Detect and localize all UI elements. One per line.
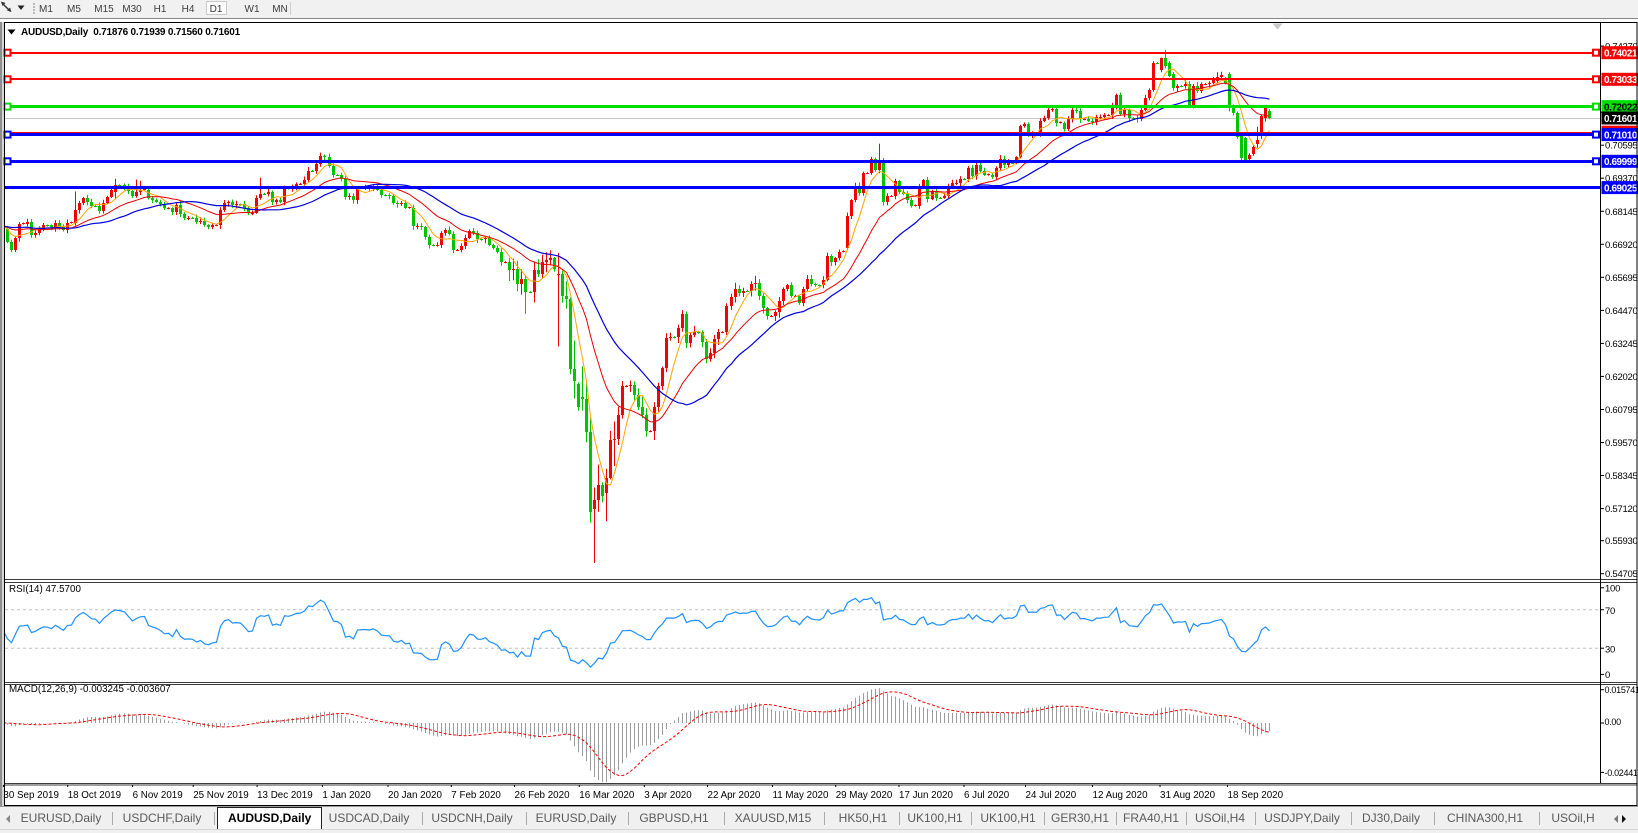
svg-text:AUDUSD,Daily 0.71876 0.71939: AUDUSD,Daily 0.71876 0.71939 0.71560 0.7…: [21, 27, 241, 38]
svg-text:3 Apr 2020: 3 Apr 2020: [644, 790, 692, 801]
svg-text:-0.024412: -0.024412: [1605, 768, 1638, 778]
svg-text:7 Feb 2020: 7 Feb 2020: [451, 790, 501, 801]
svg-text:22 Apr 2020: 22 Apr 2020: [708, 790, 761, 801]
svg-text:16 Mar 2020: 16 Mar 2020: [579, 790, 635, 801]
svg-text:0.69999: 0.69999: [1604, 157, 1638, 168]
svg-text:0.65695: 0.65695: [1605, 273, 1638, 284]
svg-text:0.58345: 0.58345: [1605, 471, 1638, 482]
svg-text:0.55930: 0.55930: [1605, 536, 1638, 547]
svg-text:1 Jan 2020: 1 Jan 2020: [322, 790, 371, 801]
svg-text:100: 100: [1605, 583, 1620, 594]
svg-text:RSI(14) 47.5700: RSI(14) 47.5700: [9, 584, 81, 595]
svg-text:70: 70: [1605, 606, 1615, 617]
svg-text:0.66920: 0.66920: [1605, 240, 1638, 251]
svg-text:0.68145: 0.68145: [1605, 207, 1638, 218]
svg-text:0.71010: 0.71010: [1604, 130, 1638, 141]
svg-text:0.59570: 0.59570: [1605, 438, 1638, 449]
svg-text:0.00: 0.00: [1605, 717, 1622, 727]
svg-text:0.64470: 0.64470: [1605, 306, 1638, 317]
svg-text:0.57120: 0.57120: [1605, 504, 1638, 515]
svg-text:0.71601: 0.71601: [1604, 114, 1638, 125]
svg-text:20 Jan 2020: 20 Jan 2020: [388, 790, 442, 801]
svg-text:18 Oct 2019: 18 Oct 2019: [68, 790, 121, 801]
svg-text:0.74021: 0.74021: [1604, 49, 1638, 60]
svg-text:26 Feb 2020: 26 Feb 2020: [515, 790, 571, 801]
svg-text:25 Nov 2019: 25 Nov 2019: [193, 790, 249, 801]
svg-text:0: 0: [1605, 670, 1610, 681]
svg-text:0.69025: 0.69025: [1604, 183, 1638, 194]
svg-text:0.62020: 0.62020: [1605, 372, 1638, 383]
svg-text:0.015741: 0.015741: [1605, 685, 1638, 695]
svg-text:29 May 2020: 29 May 2020: [836, 790, 893, 801]
svg-text:31 Aug 2020: 31 Aug 2020: [1160, 790, 1216, 801]
svg-text:6 Nov 2019: 6 Nov 2019: [133, 790, 183, 801]
svg-text:6 Jul 2020: 6 Jul 2020: [964, 790, 1010, 801]
svg-text:0.54705: 0.54705: [1605, 569, 1638, 580]
svg-text:12 Aug 2020: 12 Aug 2020: [1093, 790, 1149, 801]
svg-text:30: 30: [1605, 644, 1615, 655]
svg-text:11 May 2020: 11 May 2020: [773, 790, 829, 801]
svg-text:24 Jul 2020: 24 Jul 2020: [1026, 790, 1077, 801]
svg-text:13 Dec 2019: 13 Dec 2019: [257, 790, 313, 801]
svg-text:17 Jun 2020: 17 Jun 2020: [899, 790, 953, 801]
svg-text:0.63245: 0.63245: [1605, 339, 1638, 350]
svg-text:0.73033: 0.73033: [1604, 75, 1638, 86]
svg-text:0.60795: 0.60795: [1605, 405, 1638, 416]
svg-text:0.70595: 0.70595: [1605, 141, 1638, 152]
svg-text:30 Sep 2019: 30 Sep 2019: [3, 790, 59, 801]
svg-text:18 Sep 2020: 18 Sep 2020: [1228, 790, 1284, 801]
svg-text:MACD(12,26,9) -0.003245 -0.003: MACD(12,26,9) -0.003245 -0.003607: [9, 684, 171, 695]
